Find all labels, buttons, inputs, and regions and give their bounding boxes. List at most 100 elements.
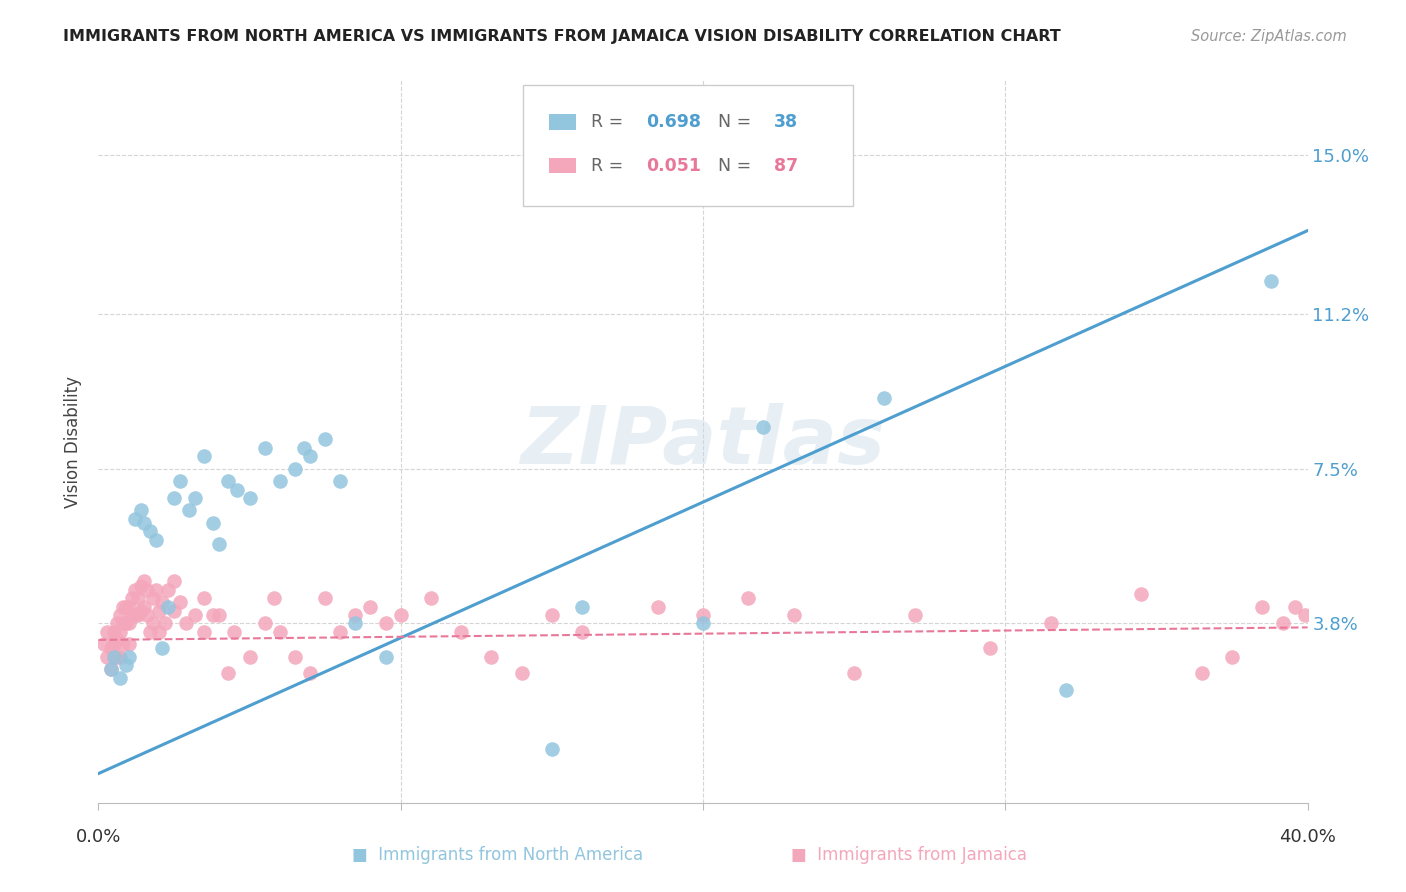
Y-axis label: Vision Disability: Vision Disability [65,376,83,508]
Point [124,512,146,526]
Point [118,649,141,664]
Point [156,582,179,597]
Text: ZIPatlas: ZIPatlas [520,402,886,481]
Point [217,666,239,681]
Point [481,649,503,664]
Point [979,641,1001,656]
Point [163,604,186,618]
Point [139,524,162,539]
Point [692,616,714,631]
Point [374,649,396,664]
Point [114,657,136,672]
Point [873,391,896,405]
Point [103,637,125,651]
Point [329,624,352,639]
Point [153,616,176,631]
Point [114,599,136,614]
Point [314,591,336,606]
Point [127,591,149,606]
Point [108,649,131,664]
Point [904,607,927,622]
FancyBboxPatch shape [550,158,576,173]
Point [1260,274,1282,288]
Point [752,420,775,434]
Point [174,616,197,631]
Point [163,491,186,505]
Point [139,624,162,639]
Point [132,599,155,614]
Point [193,624,215,639]
Point [374,616,396,631]
Point [129,579,152,593]
Point [239,491,262,505]
Point [142,591,165,606]
Point [111,616,134,631]
Point [108,607,131,622]
Point [100,641,122,656]
Point [540,607,562,622]
Point [193,449,215,463]
Point [217,474,239,488]
Text: N =: N = [717,156,756,175]
Point [145,533,167,547]
Point [100,662,122,676]
Point [135,582,157,597]
Point [96,649,118,664]
Point [118,599,141,614]
Point [132,516,155,530]
Point [148,604,170,618]
Point [124,582,146,597]
Point [114,616,136,631]
Point [127,607,149,622]
Point [108,671,131,685]
Point [314,433,336,447]
Point [142,616,165,631]
Point [284,461,307,475]
Text: ■  Immigrants from Jamaica: ■ Immigrants from Jamaica [790,846,1026,863]
Point [510,666,533,681]
Point [156,599,179,614]
Point [284,649,307,664]
Point [163,574,186,589]
Point [103,649,125,664]
Text: N =: N = [717,113,756,131]
Text: 38: 38 [775,113,799,131]
Point [124,607,146,622]
Point [783,607,806,622]
Text: 0.698: 0.698 [647,113,702,131]
Point [226,483,249,497]
Point [253,441,276,455]
Point [105,632,128,647]
Point [450,624,472,639]
Point [132,574,155,589]
Point [148,624,170,639]
Point [737,591,759,606]
Point [269,624,291,639]
Point [263,591,285,606]
Point [344,607,367,622]
Point [150,641,173,656]
Point [224,624,246,639]
Point [540,741,562,756]
Point [208,607,231,622]
Point [129,604,152,618]
Point [1039,616,1062,631]
Point [1251,599,1274,614]
Point [121,607,143,622]
Point [1284,599,1306,614]
Point [647,599,669,614]
Point [571,624,593,639]
Point [1220,649,1243,664]
FancyBboxPatch shape [523,85,853,206]
Text: R =: R = [591,156,628,175]
Point [239,649,262,664]
Text: 0.0%: 0.0% [76,828,121,846]
Point [193,591,215,606]
Point [269,474,291,488]
Point [179,503,201,517]
Text: R =: R = [591,113,628,131]
Point [202,607,225,622]
Point [150,595,173,609]
Point [571,599,593,614]
Point [344,616,367,631]
